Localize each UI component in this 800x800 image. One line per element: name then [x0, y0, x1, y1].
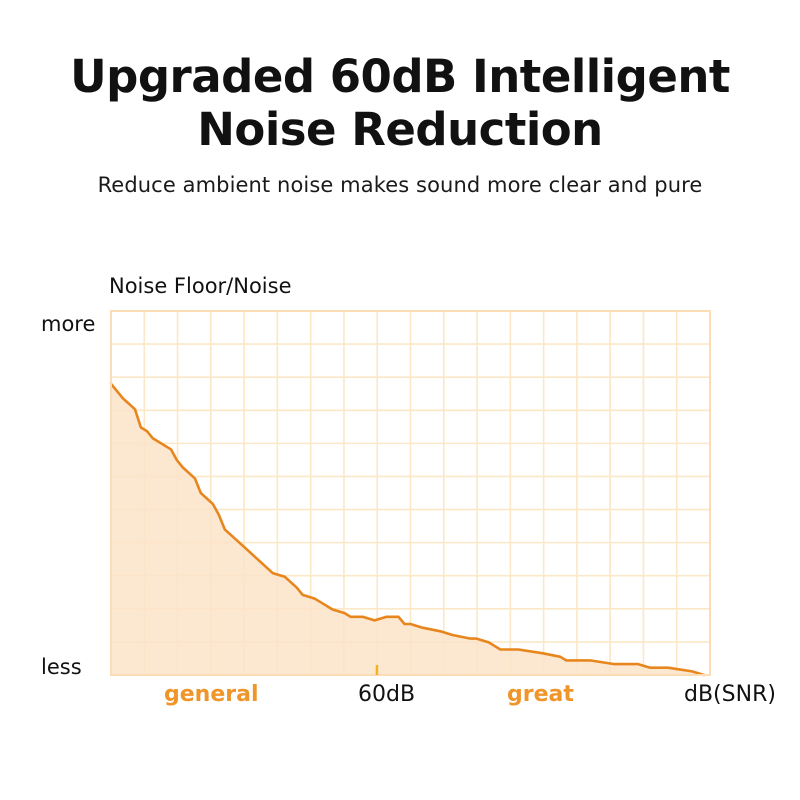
subtitle: Reduce ambient noise makes sound more cl… — [97, 173, 703, 197]
y-tick-more: more — [41, 312, 96, 336]
x-tick-general: general — [164, 682, 259, 707]
x-tick-great: great — [507, 682, 574, 707]
title-line-1: Upgraded 60dB Intelligent — [70, 50, 730, 103]
noise-area-fill — [111, 383, 704, 675]
page-title: Upgraded 60dB Intelligent Noise Reductio… — [0, 50, 800, 156]
chart-frame — [110, 310, 711, 676]
y-axis-label: Noise Floor/Noise — [109, 274, 292, 298]
x-axis-label: dB(SNR) — [684, 682, 776, 707]
title-line-2: Noise Reduction — [197, 103, 603, 156]
x-tick-60db: 60dB — [358, 682, 416, 707]
noise-curve-line — [109, 382, 706, 677]
y-tick-less: less — [41, 655, 82, 679]
